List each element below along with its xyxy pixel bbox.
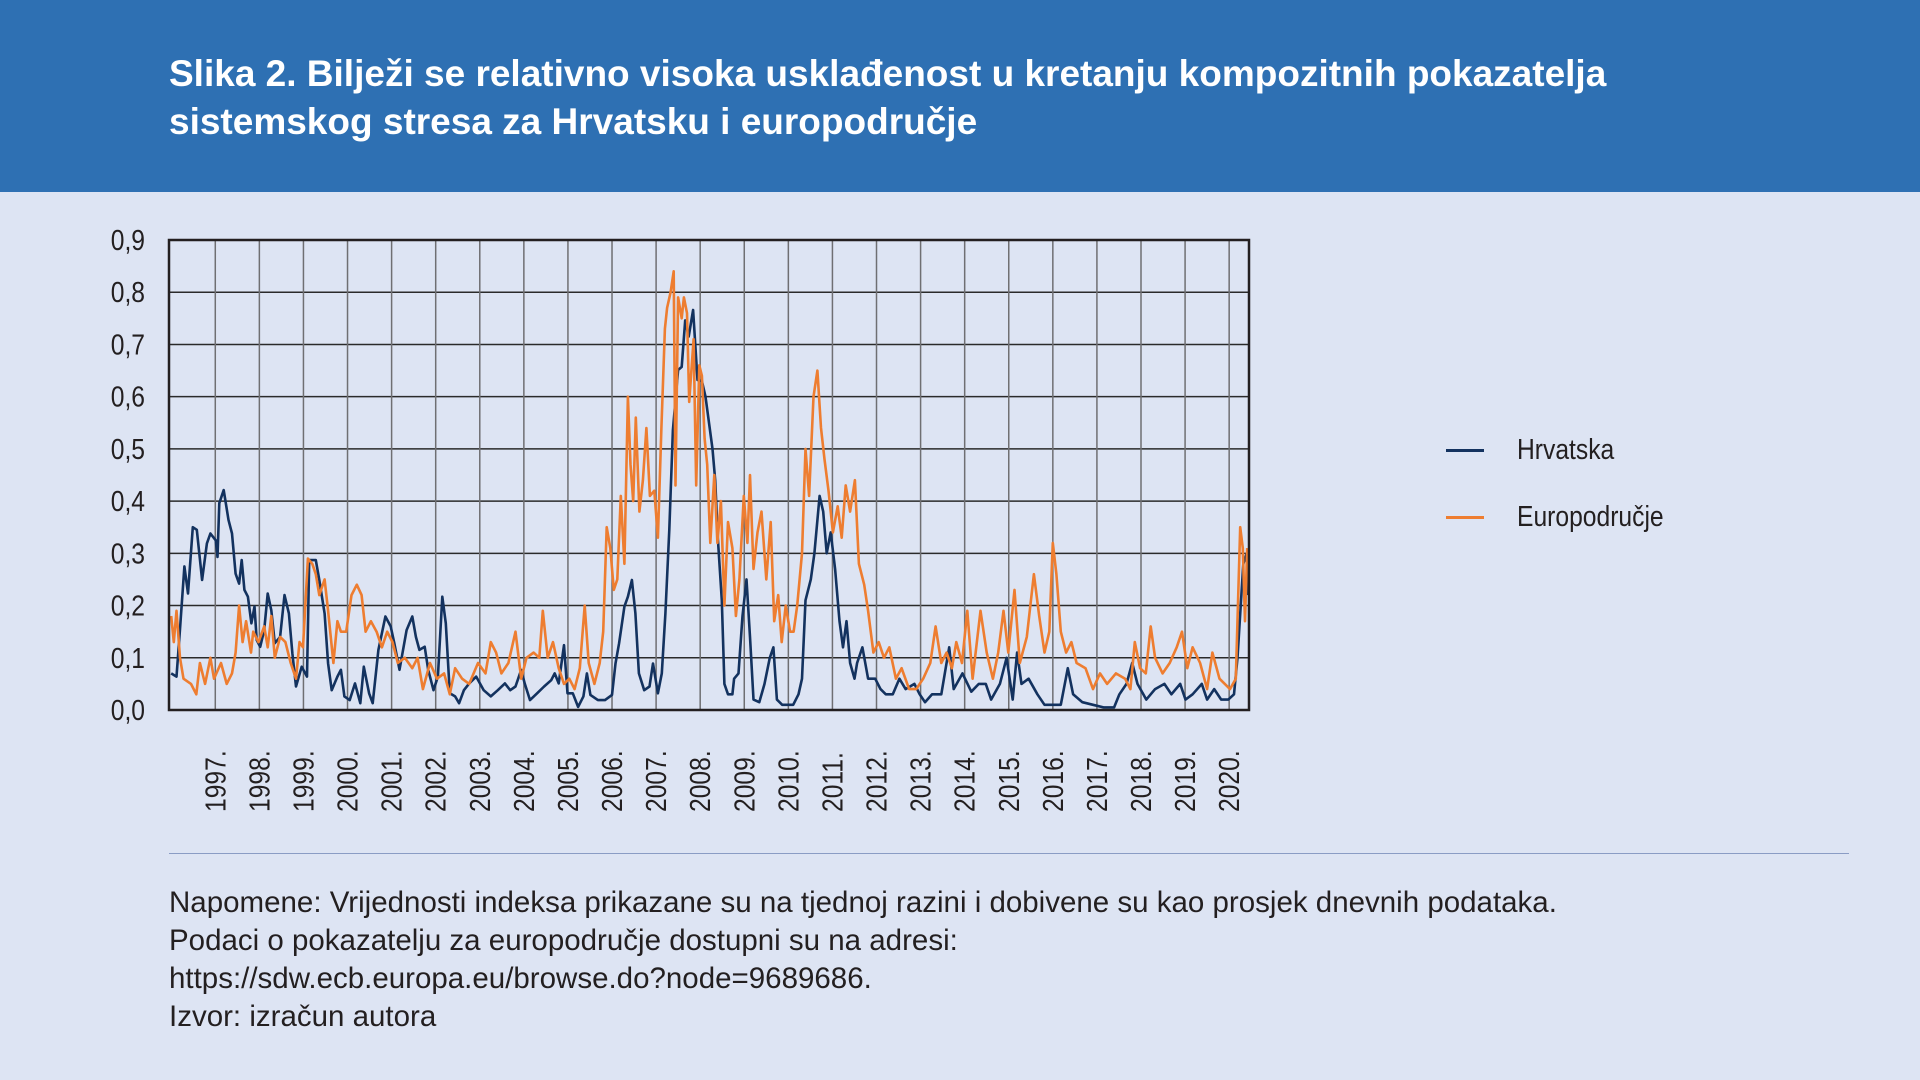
- x-tick-label: 1997.: [199, 750, 231, 812]
- x-tick-label: 1999.: [288, 750, 320, 812]
- x-tick-label: 2012.: [861, 750, 893, 812]
- header-band: Slika 2. Bilježi se relativno visoka usk…: [0, 0, 1920, 192]
- x-tick-label: 1998.: [244, 750, 276, 812]
- legend-swatch-hrvatska: [1446, 449, 1484, 452]
- legend-label: Hrvatska: [1517, 434, 1615, 466]
- source-line: Izvor: izračun autora: [169, 1000, 437, 1033]
- plot-frame: [167, 238, 1251, 712]
- series-line-hrvatska: [170, 308, 1250, 709]
- x-tick-label: 2017.: [1081, 750, 1113, 812]
- x-tick-label: 2006.: [596, 750, 628, 812]
- title-line-1: Slika 2. Bilježi se relativno visoka usk…: [169, 53, 1607, 94]
- x-tick-label: 2016.: [1037, 750, 1069, 812]
- x-tick-label: 2002.: [420, 750, 452, 812]
- x-tick-label: 2019.: [1169, 750, 1201, 812]
- x-tick-label: 2004.: [508, 750, 540, 812]
- x-tick-label: 2008.: [684, 750, 716, 812]
- y-tick-label: 0,2: [111, 590, 145, 622]
- x-tick-label: 2005.: [552, 750, 584, 812]
- x-tick-label: 2020.: [1213, 750, 1245, 812]
- x-tick-label: 2011.: [817, 752, 849, 812]
- source-link[interactable]: https://sdw.ecb.europa.eu/browse.do?node…: [169, 962, 872, 995]
- x-tick-label: 2014.: [949, 750, 981, 812]
- x-tick-label: 2007.: [640, 750, 672, 812]
- page-title: Slika 2. Bilježi se relativno visoka usk…: [169, 50, 1869, 146]
- title-line-2: sistemskog stresa za Hrvatsku i europodr…: [169, 101, 978, 142]
- x-tick-label: 2010.: [772, 750, 804, 812]
- y-tick-label: 0,4: [111, 485, 145, 517]
- divider: [169, 853, 1849, 854]
- x-tick-label: 2000.: [332, 750, 364, 812]
- y-tick-label: 0,7: [111, 329, 145, 361]
- x-tick-label: 2001.: [376, 750, 408, 812]
- notes: Napomene: Vrijednosti indeksa prikazane …: [169, 884, 1557, 1036]
- notes-line: Napomene: Vrijednosti indeksa prikazane …: [169, 886, 1557, 919]
- y-tick-label: 0,5: [111, 433, 145, 465]
- y-tick-label: 0,8: [111, 276, 145, 308]
- y-tick-label: 0,6: [111, 381, 145, 413]
- y-tick-label: 0,9: [111, 224, 145, 256]
- legend-swatch-europodrucje: [1446, 516, 1484, 519]
- x-tick-label: 2013.: [905, 750, 937, 812]
- y-tick-label: 0,3: [111, 537, 145, 569]
- x-tick-label: 2018.: [1125, 750, 1157, 812]
- y-tick-label: 0,0: [111, 694, 145, 726]
- legend-label: Europodručje: [1517, 501, 1664, 533]
- notes-line: Podaci o pokazatelju za europodručje dos…: [169, 924, 958, 957]
- x-tick-label: 2015.: [993, 750, 1025, 812]
- legend-item-europodrucje: Europodručje: [1446, 501, 1690, 534]
- legend-item-hrvatska: Hrvatska: [1446, 434, 1631, 467]
- x-tick-label: 2009.: [728, 750, 760, 812]
- series-line-europodruje: [169, 270, 1249, 696]
- y-tick-label: 0,1: [111, 642, 145, 674]
- x-tick-label: 2003.: [464, 750, 496, 812]
